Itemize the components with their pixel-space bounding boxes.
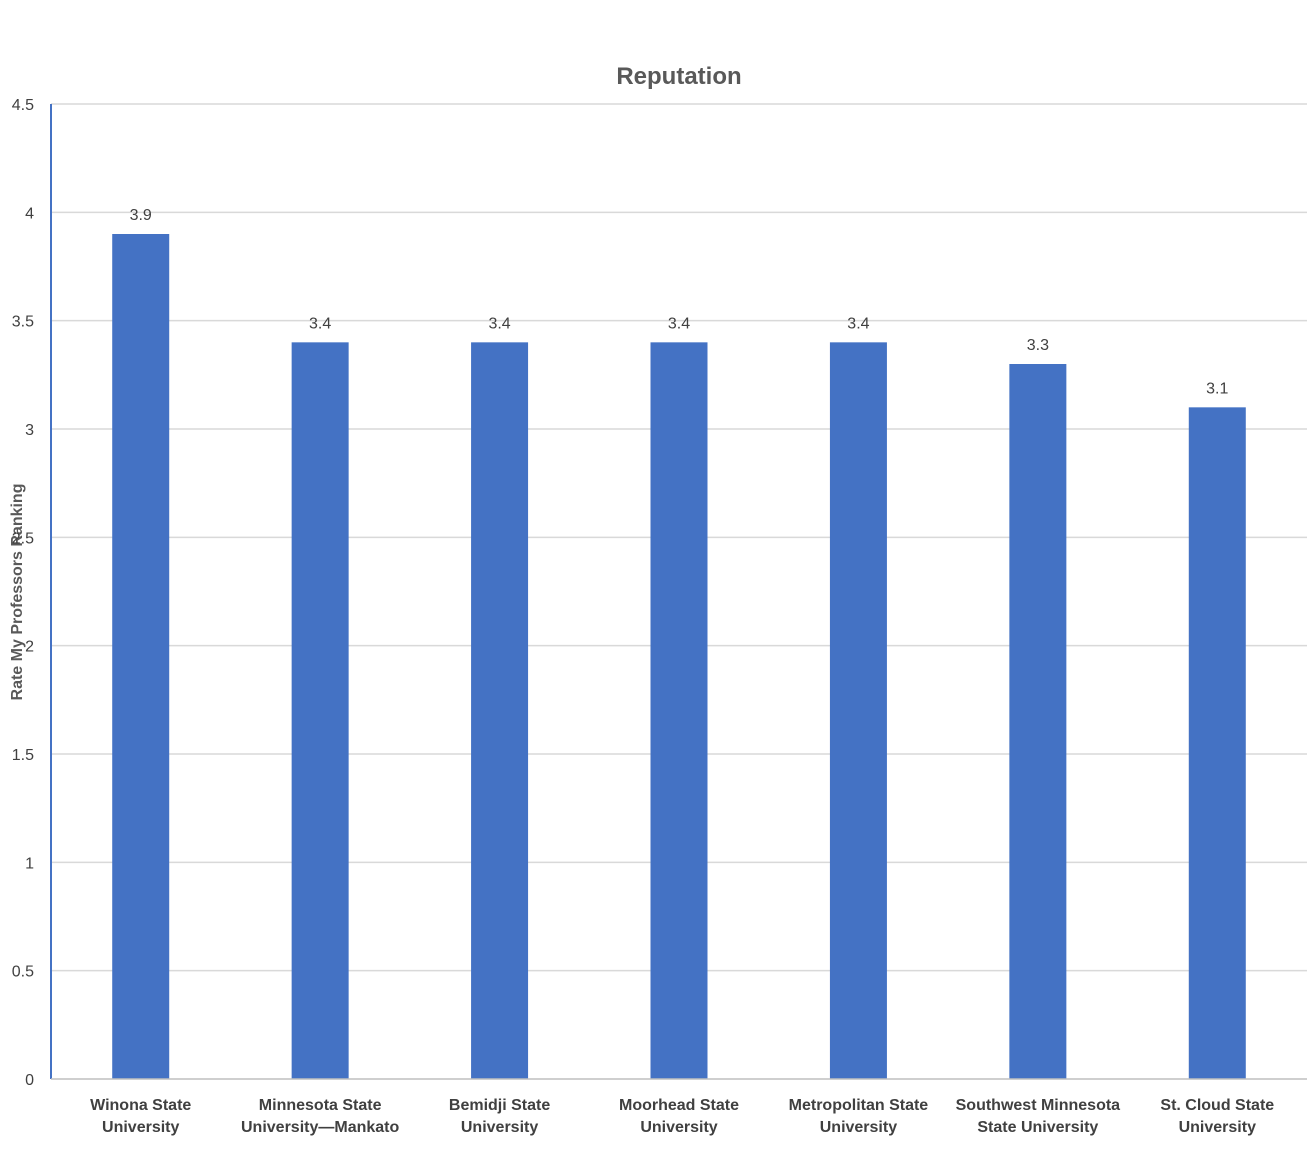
y-tick-label: 4 [25,205,34,222]
y-tick-label: 1.5 [12,747,34,764]
data-label: 3.4 [488,315,510,332]
y-tick-label: 1 [25,855,34,872]
bar [471,342,529,1079]
y-tick-labels: 0 0.5 1 1.5 2 2.5 3 3.5 4 4.5 [12,97,34,1089]
x-tick-label: Metropolitan State [789,1097,929,1114]
bar [829,342,887,1079]
data-label: 3.1 [1206,380,1228,397]
y-tick-label: 2 [25,639,34,656]
chart-title: Reputation [616,63,741,90]
y-axis-label: Rate My Professors Ranking [9,484,26,701]
x-tick-label: Winona State [90,1097,191,1114]
y-tick-label: 0.5 [12,964,34,981]
bar [291,342,349,1079]
data-label: 3.3 [1027,337,1049,354]
y-tick-label: 4.5 [12,97,34,114]
x-tick-label: University [102,1119,179,1136]
x-tick-label: Minnesota State [259,1097,382,1114]
y-tick-label: 0 [25,1072,34,1089]
bar [1188,407,1246,1079]
x-tick-label: University [1179,1119,1256,1136]
x-tick-labels: Winona State University Minnesota State Uni… [90,1097,1274,1136]
data-labels: 3.9 3.4 3.4 3.4 3.4 3.3 3.1 [130,207,1229,397]
data-label: 3.9 [130,207,152,224]
y-tick-label: 2.5 [12,530,34,547]
x-tick-label: Southwest Minnesota [956,1097,1121,1114]
x-tick-label: Moorhead State [619,1097,739,1114]
y-tick-label: 3 [25,422,34,439]
data-label: 3.4 [847,315,869,332]
data-label: 3.4 [668,315,690,332]
bars [112,234,1246,1079]
bar [650,342,708,1079]
bar [1009,364,1067,1079]
x-tick-label: State University [977,1119,1098,1136]
y-tick-label: 3.5 [12,314,34,331]
bar [112,234,170,1079]
x-tick-label: Bemidji State [449,1097,550,1114]
x-tick-label: University—Mankato [241,1119,399,1136]
x-tick-label: St. Cloud State [1160,1097,1274,1114]
x-tick-label: University [820,1119,897,1136]
x-tick-label: University [461,1119,538,1136]
x-tick-label: University [640,1119,717,1136]
data-label: 3.4 [309,315,331,332]
